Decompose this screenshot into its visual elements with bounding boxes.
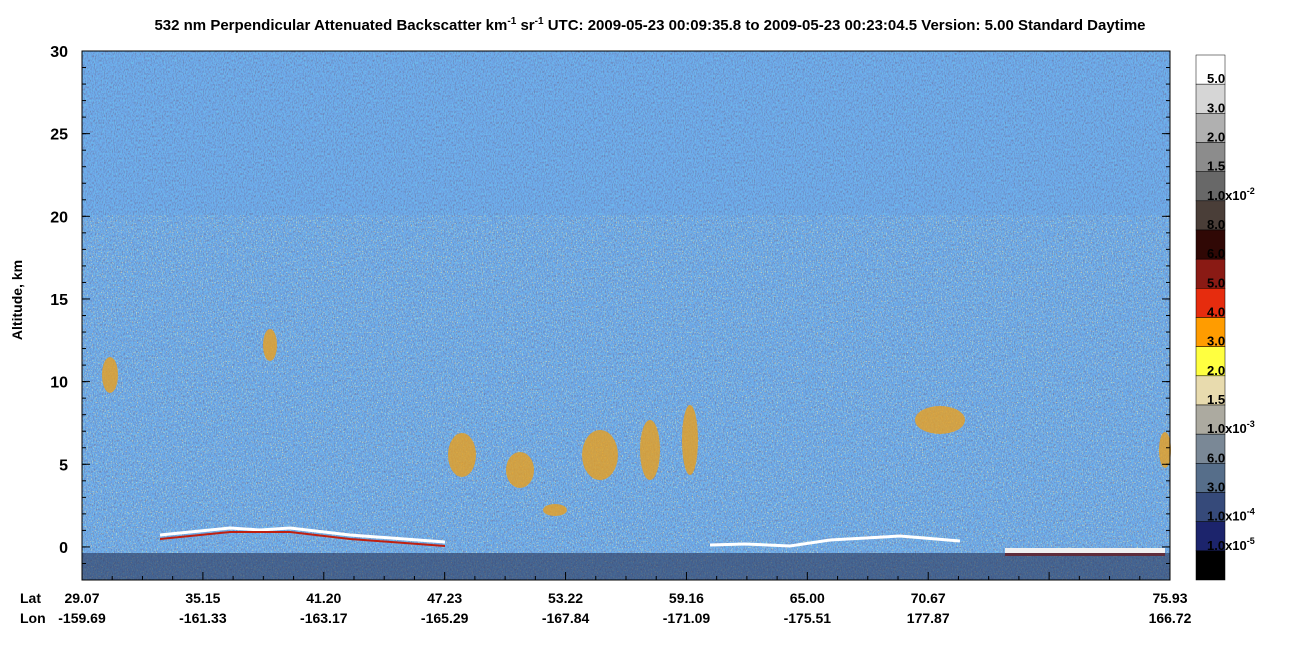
colorbar-label: 1.0x10-2 — [1207, 186, 1255, 203]
colorbar-label: 1.0x10-3 — [1207, 419, 1255, 436]
colorbar-swatch — [1195, 346, 1226, 377]
lon-label: -163.17 — [300, 610, 348, 626]
lat-label: 29.07 — [64, 590, 99, 606]
colorbar-label: 3.0 — [1207, 480, 1225, 495]
y-tick-label: 5 — [59, 457, 68, 474]
y-tick-label: 10 — [50, 375, 68, 392]
colorbar-label: 8.0 — [1207, 217, 1225, 232]
y-tick-label: 15 — [50, 292, 68, 309]
colorbar-swatch — [1195, 521, 1226, 552]
colorbar-label-base: 1.0x10 — [1207, 538, 1247, 553]
lat-label: 35.15 — [185, 590, 220, 606]
y-tick-label: 25 — [50, 127, 68, 144]
y-tick-label: 30 — [50, 44, 68, 61]
lat-label: 65.00 — [790, 590, 825, 606]
curtain-image — [82, 51, 1171, 580]
colorbar-label: 6.0 — [1207, 246, 1225, 261]
lat-row-label: Lat — [20, 590, 41, 606]
colorbar-swatch — [1195, 463, 1226, 493]
colorbar-label: 1.0x10-4 — [1207, 507, 1255, 524]
lat-label: 53.22 — [548, 590, 583, 606]
colorbar-swatch — [1195, 288, 1226, 318]
colorbar-label: 5.0 — [1207, 71, 1225, 86]
colorbar-swatch — [1195, 171, 1226, 202]
lon-label: -159.69 — [58, 610, 106, 626]
lat-label: 47.23 — [427, 590, 462, 606]
colorbar-label: 4.0 — [1207, 305, 1225, 320]
y-tick-label: 20 — [50, 209, 68, 226]
colorbar-swatch — [1195, 375, 1226, 406]
colorbar-label: 2.0 — [1207, 363, 1225, 378]
colorbar-label-exp: -5 — [1247, 536, 1255, 546]
colorbar-label-exp: -4 — [1247, 507, 1255, 517]
lat-label: 75.93 — [1152, 590, 1187, 606]
lon-label: -165.29 — [421, 610, 469, 626]
colorbar-label-base: 1.0x10 — [1207, 188, 1247, 203]
title-superscript: -1 — [535, 16, 544, 27]
colorbar-swatch — [1195, 433, 1226, 464]
chart-title: 532 nm Perpendicular Attenuated Backscat… — [154, 16, 1145, 34]
colorbar-label: 3.0 — [1207, 100, 1225, 115]
lon-label: 177.87 — [907, 610, 950, 626]
colorbar-label: 5.0 — [1207, 275, 1225, 290]
colorbar-label: 1.5 — [1207, 159, 1225, 174]
colorbar-swatch — [1195, 54, 1226, 85]
lon-label: 166.72 — [1149, 610, 1192, 626]
title-superscript: -1 — [507, 16, 516, 27]
lon-label: -161.33 — [179, 610, 227, 626]
colorbar-label: 1.0x10-5 — [1207, 536, 1255, 553]
title-part: 532 nm Perpendicular Attenuated Backscat… — [154, 17, 507, 34]
colorbar-swatch — [1195, 113, 1226, 143]
lon-row-label: Lon — [20, 610, 46, 626]
lat-label: 41.20 — [306, 590, 341, 606]
y-tick-label: 0 — [59, 540, 68, 557]
colorbar-label: 1.5 — [1207, 392, 1225, 407]
colorbar-swatch — [1195, 550, 1226, 581]
colorbar-label-exp: -2 — [1247, 186, 1255, 196]
y-axis-label: Altitude, km — [9, 260, 25, 340]
title-part: sr — [516, 17, 535, 34]
colorbar-label: 3.0 — [1207, 334, 1225, 349]
title-part: UTC: 2009-05-23 00:09:35.8 to 2009-05-23… — [544, 17, 1146, 34]
colorbar-label: 2.0 — [1207, 130, 1225, 145]
lat-label: 70.67 — [911, 590, 946, 606]
lat-label: 59.16 — [669, 590, 704, 606]
colorbar-label-base: 1.0x10 — [1207, 509, 1247, 524]
colorbar-label: 6.0 — [1207, 450, 1225, 465]
lon-label: -167.84 — [542, 610, 590, 626]
colorbar-label-base: 1.0x10 — [1207, 421, 1247, 436]
colorbar-swatch — [1195, 258, 1226, 289]
colorbar-label-exp: -3 — [1247, 419, 1255, 429]
lon-label: -171.09 — [663, 610, 711, 626]
colorbar-swatch — [1195, 492, 1226, 522]
colorbar-swatch — [1195, 83, 1226, 114]
lon-label: -175.51 — [784, 610, 832, 626]
